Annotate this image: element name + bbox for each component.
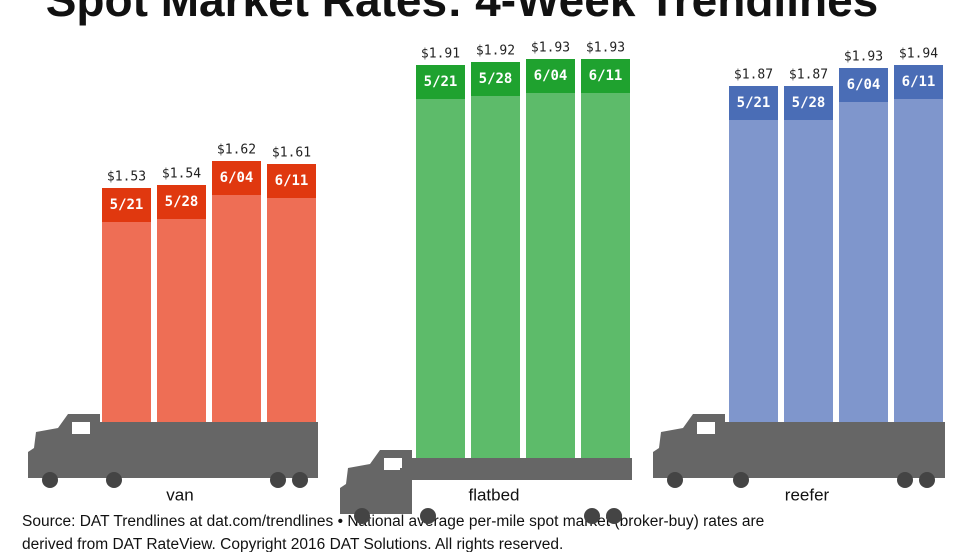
truck-trailer [98,422,318,478]
truck-wheel [354,508,370,524]
bar-label-band [526,59,575,93]
value-label: $1.87 [734,68,773,83]
truck-axle [400,468,632,480]
bar [581,59,630,458]
value-label: $1.93 [531,41,570,56]
source-note: derived from DAT RateView. Copyright 201… [22,536,563,552]
panel-label: reefer [785,485,830,504]
truck-wheel [106,472,122,488]
category-label: 5/21 [424,74,458,90]
category-label: 5/21 [110,197,144,213]
truck-wheel [292,472,308,488]
panel-label: flatbed [468,485,519,504]
truck-wheel [584,508,600,524]
value-label: $1.94 [899,47,938,62]
bar-label-band [894,65,943,99]
truck-wheel [733,472,749,488]
bar [729,86,778,422]
bar-label-band [729,86,778,120]
value-label: $1.54 [162,167,201,182]
truck-window [384,458,402,470]
truck-wheel [270,472,286,488]
bar [784,86,833,422]
value-label: $1.92 [476,44,515,59]
value-label: $1.61 [272,146,311,161]
truck-bed [412,458,632,468]
bar-label-band [581,59,630,93]
value-label: $1.93 [586,41,625,56]
truck-window [697,422,715,434]
truck-trailer [725,422,945,478]
truck-wheel [667,472,683,488]
truck-wheel [42,472,58,488]
panel-label: van [166,485,193,504]
truck-wheel [606,508,622,524]
bar [526,59,575,458]
category-label: 5/28 [792,95,826,111]
truck-wheel [919,472,935,488]
category-label: 5/28 [165,194,199,210]
source-note: Source: DAT Trendlines at dat.com/trendl… [22,513,764,530]
bar [416,65,465,458]
category-label: 6/11 [275,173,309,189]
category-label: 5/28 [479,71,513,87]
bar-label-band [102,188,151,222]
bar-label-band [267,164,316,198]
value-label: $1.53 [107,170,146,185]
bar [102,188,151,422]
bar-label-band [839,68,888,102]
bar [157,185,206,422]
value-label: $1.93 [844,50,883,65]
bar-label-band [416,65,465,99]
category-label: 6/11 [902,74,936,90]
bar-label-band [784,86,833,120]
bar [894,65,943,422]
bar [839,68,888,422]
truck-window [72,422,90,434]
truck-wheel [420,508,436,524]
truck-wheel [897,472,913,488]
category-label: 6/04 [534,68,568,84]
value-label: $1.91 [421,47,460,62]
bar-label-band [157,185,206,219]
category-label: 5/21 [737,95,771,111]
category-label: 6/04 [847,77,881,93]
page-title: Spot Market Rates: 4-Week Trendlines [46,0,879,26]
bar-label-band [471,62,520,96]
bar [267,164,316,422]
bar [471,62,520,458]
category-label: 6/11 [589,68,623,84]
bar-label-band [212,161,261,195]
value-label: $1.87 [789,68,828,83]
bar [212,161,261,422]
value-label: $1.62 [217,143,256,158]
category-label: 6/04 [220,170,254,186]
